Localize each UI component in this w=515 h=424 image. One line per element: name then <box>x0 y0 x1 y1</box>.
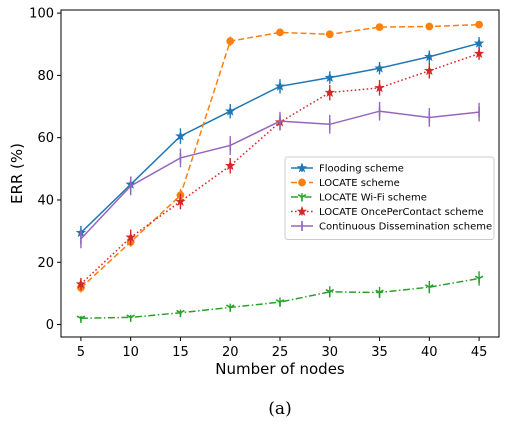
data-point <box>425 22 434 31</box>
x-tick-label: 30 <box>321 345 338 360</box>
legend-label: Continuous Dissemination scheme <box>319 222 492 233</box>
x-tick-label: 10 <box>122 345 139 360</box>
data-point <box>374 62 385 73</box>
data-point <box>375 23 384 32</box>
data-point <box>425 284 434 292</box>
y-tick-label: 40 <box>37 193 54 208</box>
data-point <box>325 30 334 39</box>
y-tick-label: 60 <box>37 131 54 146</box>
legend-marker <box>296 206 308 216</box>
data-point <box>375 289 384 297</box>
data-point <box>76 315 86 323</box>
data-point <box>473 37 485 48</box>
y-tick-label: 20 <box>37 256 54 271</box>
data-point <box>225 105 236 116</box>
legend-entry: LOCATE scheme <box>291 178 400 189</box>
data-point <box>424 65 435 76</box>
y-tick-label: 0 <box>46 318 54 333</box>
data-point <box>176 309 185 318</box>
legend-entry: Continuous Dissemination scheme <box>291 221 492 233</box>
legend-label: LOCATE OncePerContact scheme <box>319 207 484 218</box>
data-point <box>374 82 385 93</box>
legend-marker <box>298 178 306 187</box>
data-point <box>474 275 484 283</box>
x-axis-label: Number of nodes <box>215 360 345 378</box>
y-axis-label: ERR (%) <box>8 143 26 204</box>
data-point <box>126 314 135 322</box>
legend-label: LOCATE scheme <box>319 178 400 189</box>
x-tick-label: 20 <box>222 345 239 360</box>
y-tick-label: 100 <box>29 7 54 22</box>
legend-label: Flooding scheme <box>319 164 404 175</box>
data-point <box>324 72 335 83</box>
data-point <box>325 288 335 297</box>
x-tick-label: 40 <box>421 345 438 360</box>
x-tick-label: 45 <box>471 345 488 360</box>
legend-entry: LOCATE OncePerContact scheme <box>291 206 484 218</box>
data-point <box>475 20 483 29</box>
axis-ticks: 5 10 15 20 25 30 35 40 45 0 20 40 60 80 100 <box>29 7 487 360</box>
x-tick-label: 25 <box>272 345 289 360</box>
data-point <box>175 196 186 206</box>
data-point <box>275 299 285 307</box>
data-point <box>226 37 235 46</box>
data-point <box>175 130 186 141</box>
legend-label: LOCATE Wi-Fi scheme <box>319 193 427 204</box>
data-point <box>276 28 284 37</box>
y-tick-label: 80 <box>37 69 54 84</box>
legend-entry: Flooding scheme <box>291 162 404 175</box>
series-line <box>80 23 480 289</box>
data-point <box>75 278 87 289</box>
plot-data-layer <box>75 20 485 323</box>
x-tick-label: 15 <box>172 345 189 360</box>
data-point <box>424 51 435 62</box>
legend-marker <box>297 194 307 202</box>
x-tick-label: 35 <box>371 345 388 360</box>
legend: Flooding scheme LOCATE scheme LOCATE Wi-Fi… <box>284 156 495 240</box>
data-point <box>324 87 335 97</box>
series-3 <box>76 271 484 323</box>
legend-box <box>284 156 495 240</box>
series-5 <box>80 101 480 249</box>
x-tick-label: 5 <box>77 345 85 360</box>
legend-marker <box>296 162 308 173</box>
data-point <box>274 80 286 91</box>
data-point <box>225 304 235 312</box>
data-point <box>473 48 485 59</box>
legend-entry: LOCATE Wi-Fi scheme <box>291 193 427 204</box>
data-point <box>225 160 236 171</box>
data-point <box>125 231 136 242</box>
figure-caption: (a) <box>268 399 291 419</box>
